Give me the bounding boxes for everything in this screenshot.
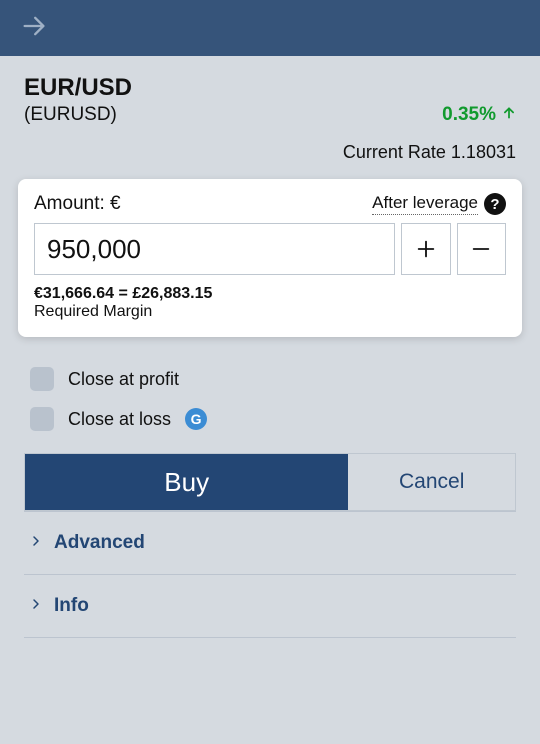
- top-bar: [0, 0, 540, 56]
- current-rate: Current Rate 1.18031: [24, 142, 516, 163]
- buy-button[interactable]: Buy: [25, 454, 348, 510]
- amount-input[interactable]: [34, 223, 395, 275]
- required-margin-value: €31,666.64 = £26,883.15: [34, 285, 506, 303]
- info-label: Info: [54, 595, 89, 617]
- close-at-loss-row[interactable]: Close at loss G: [24, 399, 516, 439]
- pair-title: EUR/USD: [24, 74, 516, 102]
- close-profit-checkbox[interactable]: [30, 367, 54, 391]
- advanced-section-toggle[interactable]: Advanced: [24, 511, 516, 574]
- close-loss-label: Close at loss: [68, 409, 171, 430]
- chevron-right-icon: [30, 534, 42, 552]
- advanced-label: Advanced: [54, 532, 145, 554]
- chevron-right-icon: [30, 597, 42, 615]
- forward-arrow-icon[interactable]: [20, 12, 48, 45]
- close-loss-checkbox[interactable]: [30, 407, 54, 431]
- info-section-toggle[interactable]: Info: [24, 574, 516, 638]
- price-change: 0.35%: [442, 104, 516, 126]
- close-at-profit-row[interactable]: Close at profit: [24, 359, 516, 399]
- guaranteed-badge-icon[interactable]: G: [185, 408, 207, 430]
- close-profit-label: Close at profit: [68, 369, 179, 390]
- required-margin-label: Required Margin: [34, 303, 506, 321]
- price-change-value: 0.35%: [442, 104, 496, 126]
- amount-card: Amount: € After leverage ? €31,666.64 = …: [18, 179, 522, 337]
- increment-button[interactable]: [401, 223, 451, 275]
- amount-label: Amount: €: [34, 193, 121, 215]
- up-arrow-icon: [502, 104, 516, 126]
- current-rate-value: 1.18031: [451, 142, 516, 162]
- help-icon[interactable]: ?: [484, 193, 506, 215]
- decrement-button[interactable]: [457, 223, 507, 275]
- after-leverage-link[interactable]: After leverage: [372, 193, 478, 215]
- pair-sub: (EURUSD): [24, 104, 117, 126]
- cancel-button[interactable]: Cancel: [348, 454, 515, 510]
- current-rate-label: Current Rate: [343, 142, 451, 162]
